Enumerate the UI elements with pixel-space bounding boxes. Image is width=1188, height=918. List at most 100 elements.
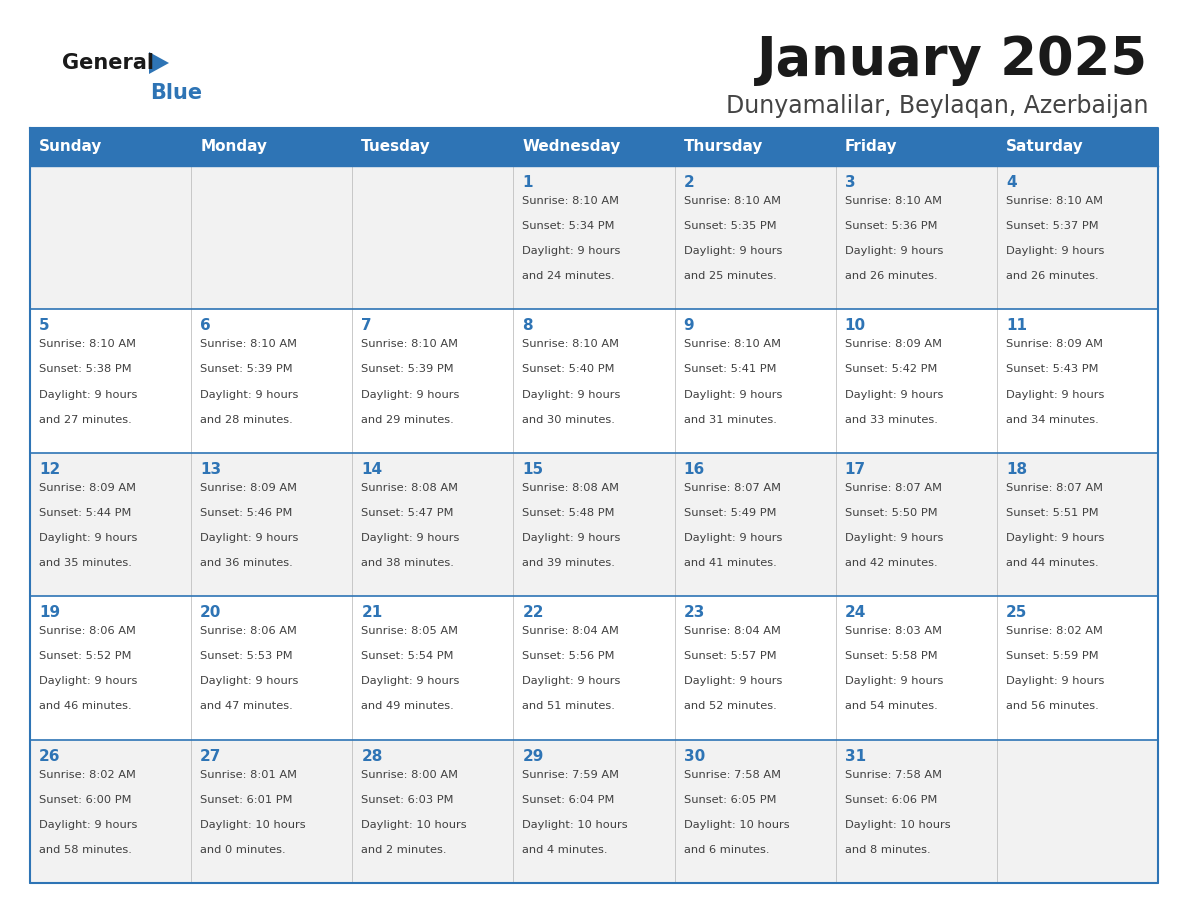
Text: Sunset: 5:49 PM: Sunset: 5:49 PM — [683, 508, 776, 518]
Text: 19: 19 — [39, 605, 61, 621]
Text: and 56 minutes.: and 56 minutes. — [1006, 701, 1099, 711]
Text: and 26 minutes.: and 26 minutes. — [845, 272, 937, 281]
Bar — [835, 740, 997, 883]
Text: 27: 27 — [200, 748, 221, 764]
Bar — [191, 453, 353, 596]
Text: Sunrise: 8:10 AM: Sunrise: 8:10 AM — [683, 340, 781, 350]
Bar — [997, 166, 1158, 309]
Text: 3: 3 — [845, 175, 855, 190]
Text: 20: 20 — [200, 605, 221, 621]
Bar — [513, 596, 675, 740]
Text: and 46 minutes.: and 46 minutes. — [39, 701, 132, 711]
Text: Sunrise: 8:08 AM: Sunrise: 8:08 AM — [361, 483, 459, 493]
Text: Sunset: 5:57 PM: Sunset: 5:57 PM — [683, 651, 776, 661]
Bar — [191, 309, 353, 453]
Text: Daylight: 9 hours: Daylight: 9 hours — [39, 820, 138, 830]
Text: Wednesday: Wednesday — [523, 140, 621, 154]
Bar — [675, 453, 835, 596]
Bar — [997, 453, 1158, 596]
Text: 2: 2 — [683, 175, 694, 190]
Text: Sunrise: 8:09 AM: Sunrise: 8:09 AM — [845, 340, 942, 350]
Bar — [353, 740, 513, 883]
Text: 9: 9 — [683, 319, 694, 333]
Text: Daylight: 9 hours: Daylight: 9 hours — [523, 533, 621, 543]
Text: Daylight: 9 hours: Daylight: 9 hours — [683, 677, 782, 687]
Text: Tuesday: Tuesday — [361, 140, 431, 154]
Bar — [997, 309, 1158, 453]
Text: Sunset: 6:04 PM: Sunset: 6:04 PM — [523, 795, 615, 805]
Text: Daylight: 9 hours: Daylight: 9 hours — [845, 677, 943, 687]
Text: Sunrise: 8:06 AM: Sunrise: 8:06 AM — [200, 626, 297, 636]
Text: Sunrise: 8:02 AM: Sunrise: 8:02 AM — [1006, 626, 1102, 636]
Bar — [30, 166, 191, 309]
Text: 8: 8 — [523, 319, 533, 333]
Text: Daylight: 9 hours: Daylight: 9 hours — [683, 389, 782, 399]
Text: Sunset: 5:59 PM: Sunset: 5:59 PM — [1006, 651, 1099, 661]
Text: 17: 17 — [845, 462, 866, 476]
Text: 7: 7 — [361, 319, 372, 333]
Text: Sunrise: 8:08 AM: Sunrise: 8:08 AM — [523, 483, 619, 493]
Bar — [353, 309, 513, 453]
Text: 1: 1 — [523, 175, 533, 190]
Text: Daylight: 9 hours: Daylight: 9 hours — [1006, 246, 1104, 256]
Text: Sunrise: 7:59 AM: Sunrise: 7:59 AM — [523, 769, 619, 779]
Text: General: General — [62, 53, 154, 73]
Text: and 38 minutes.: and 38 minutes. — [361, 558, 454, 568]
Text: Sunset: 6:03 PM: Sunset: 6:03 PM — [361, 795, 454, 805]
Text: Sunset: 6:05 PM: Sunset: 6:05 PM — [683, 795, 776, 805]
Text: and 58 minutes.: and 58 minutes. — [39, 845, 132, 855]
Text: Daylight: 10 hours: Daylight: 10 hours — [683, 820, 789, 830]
Bar — [835, 309, 997, 453]
Text: Sunrise: 8:07 AM: Sunrise: 8:07 AM — [683, 483, 781, 493]
Bar — [675, 128, 835, 166]
Text: Daylight: 9 hours: Daylight: 9 hours — [1006, 389, 1104, 399]
Text: Daylight: 9 hours: Daylight: 9 hours — [200, 533, 298, 543]
Bar — [835, 453, 997, 596]
Text: and 35 minutes.: and 35 minutes. — [39, 558, 132, 568]
Text: and 29 minutes.: and 29 minutes. — [361, 415, 454, 425]
Text: Friday: Friday — [845, 140, 897, 154]
Text: Sunset: 5:36 PM: Sunset: 5:36 PM — [845, 221, 937, 231]
Text: Sunset: 5:58 PM: Sunset: 5:58 PM — [845, 651, 937, 661]
Bar — [513, 309, 675, 453]
Text: Daylight: 9 hours: Daylight: 9 hours — [1006, 677, 1104, 687]
Text: Sunrise: 8:07 AM: Sunrise: 8:07 AM — [1006, 483, 1102, 493]
Bar — [997, 128, 1158, 166]
Text: and 36 minutes.: and 36 minutes. — [200, 558, 293, 568]
Text: Sunset: 5:48 PM: Sunset: 5:48 PM — [523, 508, 615, 518]
Text: 30: 30 — [683, 748, 704, 764]
Text: 12: 12 — [39, 462, 61, 476]
Text: Daylight: 9 hours: Daylight: 9 hours — [845, 246, 943, 256]
Text: Sunset: 6:01 PM: Sunset: 6:01 PM — [200, 795, 292, 805]
Text: Sunrise: 8:10 AM: Sunrise: 8:10 AM — [683, 196, 781, 206]
Text: Sunrise: 8:10 AM: Sunrise: 8:10 AM — [523, 196, 619, 206]
Text: Sunrise: 8:04 AM: Sunrise: 8:04 AM — [523, 626, 619, 636]
Text: Sunrise: 7:58 AM: Sunrise: 7:58 AM — [845, 769, 942, 779]
Bar — [30, 309, 191, 453]
Text: 5: 5 — [39, 319, 50, 333]
Text: Saturday: Saturday — [1006, 140, 1083, 154]
Bar — [191, 166, 353, 309]
Bar — [513, 128, 675, 166]
Text: Daylight: 9 hours: Daylight: 9 hours — [39, 677, 138, 687]
Text: Sunset: 5:39 PM: Sunset: 5:39 PM — [361, 364, 454, 375]
Bar — [675, 740, 835, 883]
Text: Sunrise: 8:07 AM: Sunrise: 8:07 AM — [845, 483, 942, 493]
Text: and 31 minutes.: and 31 minutes. — [683, 415, 777, 425]
Bar — [353, 166, 513, 309]
Text: Sunset: 5:40 PM: Sunset: 5:40 PM — [523, 364, 615, 375]
Bar — [30, 740, 191, 883]
Text: Sunset: 5:42 PM: Sunset: 5:42 PM — [845, 364, 937, 375]
Text: Sunset: 5:44 PM: Sunset: 5:44 PM — [39, 508, 132, 518]
Bar — [353, 453, 513, 596]
Text: 10: 10 — [845, 319, 866, 333]
Text: Sunset: 5:43 PM: Sunset: 5:43 PM — [1006, 364, 1099, 375]
Text: Dunyamalilar, Beylaqan, Azerbaijan: Dunyamalilar, Beylaqan, Azerbaijan — [726, 94, 1148, 118]
Text: Sunrise: 8:00 AM: Sunrise: 8:00 AM — [361, 769, 459, 779]
Bar — [191, 128, 353, 166]
Bar — [997, 740, 1158, 883]
Text: 14: 14 — [361, 462, 383, 476]
Text: Daylight: 9 hours: Daylight: 9 hours — [361, 389, 460, 399]
Text: and 26 minutes.: and 26 minutes. — [1006, 272, 1099, 281]
Text: Sunrise: 7:58 AM: Sunrise: 7:58 AM — [683, 769, 781, 779]
